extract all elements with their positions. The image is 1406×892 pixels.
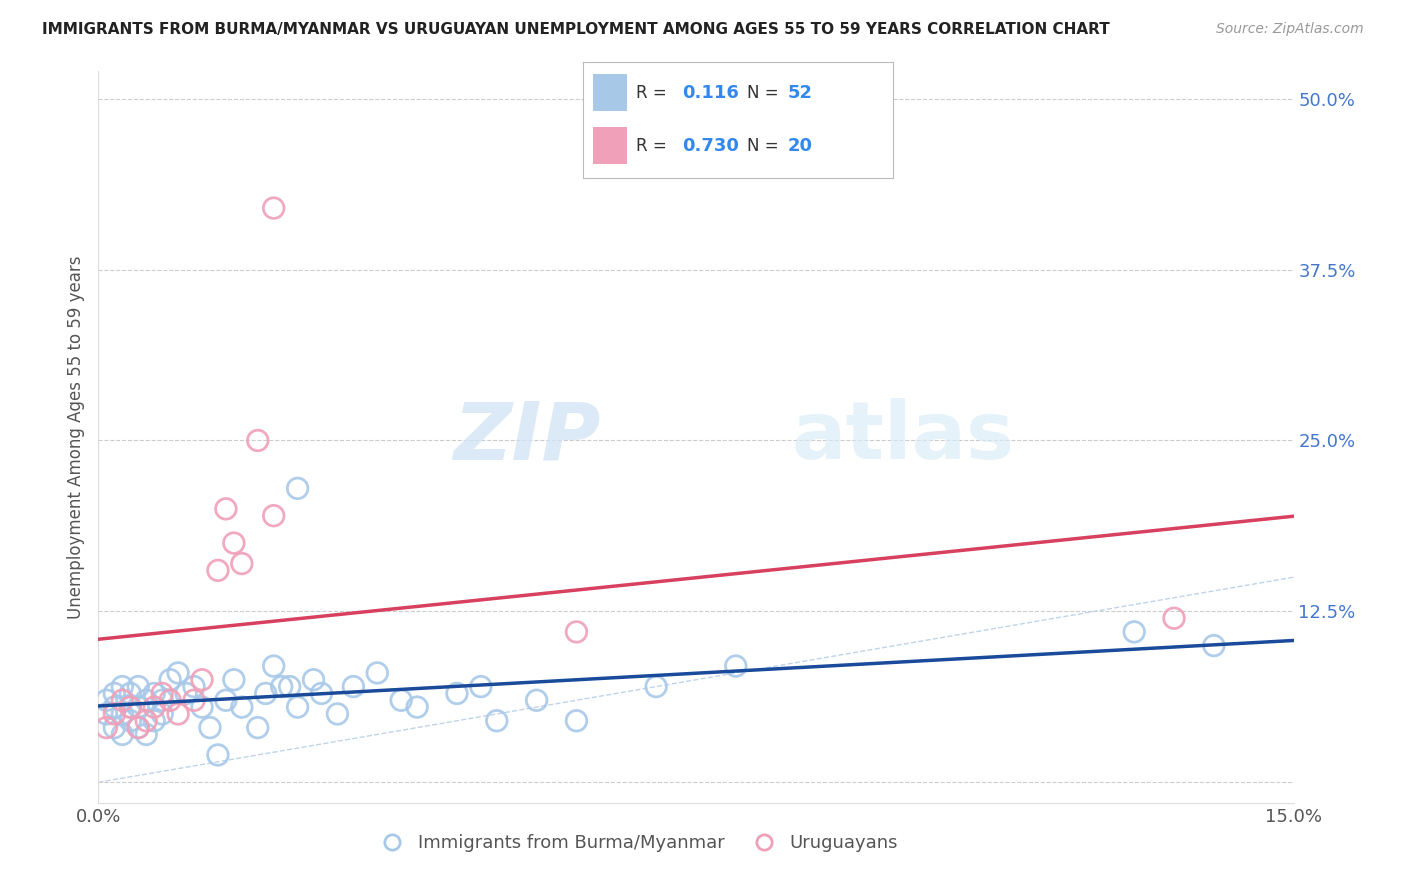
Point	[222, 536, 245, 550]
Point	[191, 673, 214, 687]
Point	[167, 706, 190, 721]
Point	[120, 714, 142, 728]
Point	[111, 693, 134, 707]
Point	[207, 747, 229, 762]
Point	[287, 700, 309, 714]
Point	[143, 686, 166, 700]
Point	[215, 501, 238, 516]
Point	[111, 706, 134, 721]
Point	[263, 508, 285, 523]
Point	[127, 700, 149, 714]
Point	[246, 721, 269, 735]
Point	[724, 659, 747, 673]
Point	[1163, 611, 1185, 625]
Text: ZIP: ZIP	[453, 398, 600, 476]
Point	[565, 624, 588, 639]
Point	[150, 706, 173, 721]
Text: R =: R =	[636, 84, 672, 102]
Point	[103, 721, 125, 735]
Point	[198, 721, 221, 735]
Point	[526, 693, 548, 707]
Text: atlas: atlas	[792, 398, 1015, 476]
Point	[1202, 639, 1225, 653]
Point	[263, 659, 285, 673]
Point	[127, 721, 149, 735]
Point	[183, 680, 205, 694]
Text: N =: N =	[748, 137, 785, 155]
Point	[143, 714, 166, 728]
Point	[96, 706, 118, 721]
Text: 20: 20	[787, 137, 813, 155]
Point	[207, 563, 229, 577]
Point	[278, 680, 301, 694]
Point	[143, 700, 166, 714]
Point	[406, 700, 429, 714]
Point	[183, 693, 205, 707]
Point	[222, 673, 245, 687]
Point	[326, 706, 349, 721]
Text: Source: ZipAtlas.com: Source: ZipAtlas.com	[1216, 22, 1364, 37]
Point	[127, 721, 149, 735]
Point	[246, 434, 269, 448]
Point	[446, 686, 468, 700]
Point	[645, 680, 668, 694]
Point	[96, 693, 118, 707]
Point	[111, 727, 134, 741]
Bar	[593, 128, 627, 164]
Point	[470, 680, 492, 694]
Point	[342, 680, 364, 694]
Point	[263, 201, 285, 215]
Point	[311, 686, 333, 700]
Point	[150, 686, 173, 700]
Point	[135, 727, 157, 741]
Point	[111, 680, 134, 694]
Point	[174, 686, 197, 700]
Point	[565, 714, 588, 728]
Point	[191, 700, 214, 714]
Point	[127, 680, 149, 694]
Point	[1123, 624, 1146, 639]
Point	[287, 481, 309, 495]
Text: 52: 52	[787, 84, 813, 102]
Point	[103, 700, 125, 714]
Text: N =: N =	[748, 84, 785, 102]
Point	[167, 665, 190, 680]
Text: IMMIGRANTS FROM BURMA/MYANMAR VS URUGUAYAN UNEMPLOYMENT AMONG AGES 55 TO 59 YEAR: IMMIGRANTS FROM BURMA/MYANMAR VS URUGUAY…	[42, 22, 1109, 37]
Point	[135, 714, 157, 728]
Point	[231, 700, 253, 714]
Text: 0.730: 0.730	[682, 137, 740, 155]
Point	[485, 714, 508, 728]
Point	[120, 700, 142, 714]
Point	[159, 693, 181, 707]
Point	[389, 693, 412, 707]
Point	[150, 693, 173, 707]
Point	[159, 673, 181, 687]
Bar	[593, 74, 627, 112]
Point	[120, 686, 142, 700]
Point	[302, 673, 325, 687]
Legend: Immigrants from Burma/Myanmar, Uruguayans: Immigrants from Burma/Myanmar, Uruguayan…	[367, 827, 905, 860]
Point	[215, 693, 238, 707]
Y-axis label: Unemployment Among Ages 55 to 59 years: Unemployment Among Ages 55 to 59 years	[66, 255, 84, 619]
Point	[254, 686, 277, 700]
Text: R =: R =	[636, 137, 672, 155]
Point	[120, 700, 142, 714]
Point	[135, 693, 157, 707]
Point	[103, 686, 125, 700]
Point	[231, 557, 253, 571]
Point	[270, 680, 292, 694]
Text: 0.116: 0.116	[682, 84, 740, 102]
Point	[103, 706, 125, 721]
Point	[366, 665, 388, 680]
Point	[96, 721, 118, 735]
